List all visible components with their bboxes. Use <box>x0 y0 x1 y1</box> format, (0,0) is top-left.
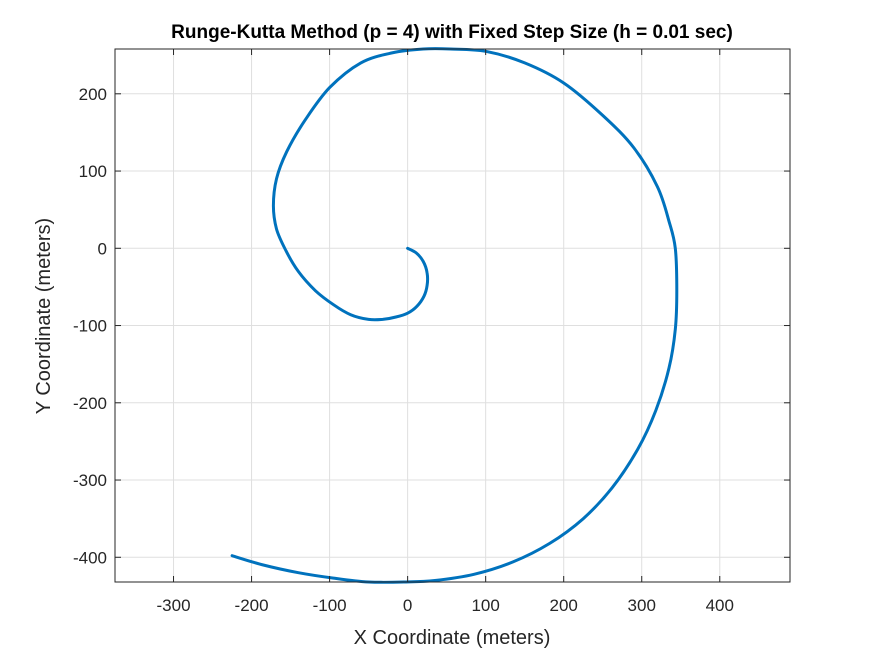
y-tick-label: -100 <box>73 317 107 336</box>
plot-frame <box>114 48 791 583</box>
y-tick-label: -400 <box>73 548 107 567</box>
y-tick-label: 200 <box>79 85 107 104</box>
y-tick-label: 0 <box>98 239 107 258</box>
y-tick-label: -300 <box>73 471 107 490</box>
x-tick-label: -300 <box>157 596 191 615</box>
x-tick-label: 200 <box>550 596 578 615</box>
x-axis-title: X Coordinate (meters) <box>354 627 551 649</box>
x-tick-label: 0 <box>403 596 412 615</box>
x-tick-label: -100 <box>313 596 347 615</box>
y-tick-label: 100 <box>79 162 107 181</box>
x-tick-labels: -300 -200 -100 0 100 200 300 400 <box>157 596 734 615</box>
x-tick-label: 400 <box>706 596 734 615</box>
y-axis-title: Y Coordinate (meters) <box>33 218 55 414</box>
x-tick-label: -200 <box>235 596 269 615</box>
plot-background <box>115 49 790 582</box>
grid <box>115 49 790 582</box>
y-tick-label: -200 <box>73 394 107 413</box>
y-tick-labels: 200 100 0 -100 -200 -300 -400 <box>73 85 107 567</box>
x-tick-label: 100 <box>471 596 499 615</box>
x-tick-label: 300 <box>628 596 656 615</box>
chart-title: Runge-Kutta Method (p = 4) with Fixed St… <box>171 22 733 43</box>
ticks <box>115 49 790 582</box>
